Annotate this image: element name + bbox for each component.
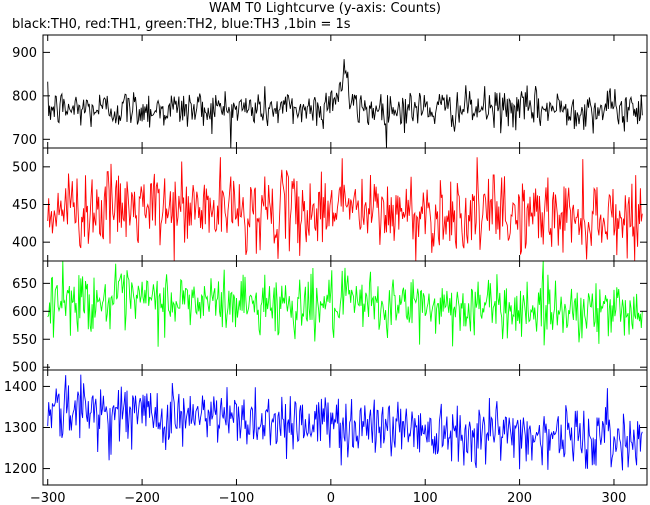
x-tick-label: 0 (327, 491, 335, 505)
y-tick-label: 650 (12, 277, 37, 292)
series-line-th1 (47, 157, 643, 262)
chart-subtitle: black:TH0, red:TH1, green:TH2, blue:TH3 … (12, 17, 351, 32)
series-line-th3 (47, 374, 643, 471)
y-tick-label: 500 (12, 361, 37, 376)
x-tick-label: 300 (602, 491, 627, 505)
series-line-th0 (47, 59, 643, 149)
series-line-th2 (47, 260, 643, 347)
y-tick-label: 1200 (4, 462, 37, 477)
chart-title: WAM T0 Lightcurve (y-axis: Counts) (209, 1, 441, 16)
y-tick-label: 600 (12, 305, 37, 320)
y-tick-label: 900 (12, 46, 37, 61)
y-tick-label: 800 (12, 89, 37, 104)
y-tick-label: 700 (12, 133, 37, 148)
x-tick-label: −100 (219, 491, 255, 505)
x-tick-label: −200 (124, 491, 160, 505)
y-tick-label: 550 (12, 333, 37, 348)
y-tick-label: 400 (12, 236, 37, 251)
y-tick-label: 1400 (4, 380, 37, 395)
panel-frame-th0 (42, 34, 648, 149)
x-tick-label: 200 (507, 491, 532, 505)
y-tick-label: 1300 (4, 421, 37, 436)
y-tick-label: 450 (12, 198, 37, 213)
x-tick-label: 100 (413, 491, 438, 505)
x-tick-label: −300 (30, 491, 66, 505)
y-tick-label: 500 (12, 160, 37, 175)
